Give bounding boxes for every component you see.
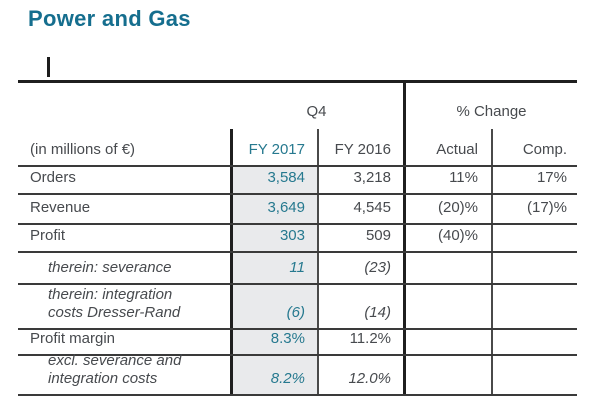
cell-label: therein: severance: [48, 259, 172, 277]
group-header-pct-change: % Change: [403, 83, 577, 129]
table-row-revenue: Revenue 3,649 4,545 (20)% (17)%: [18, 195, 577, 225]
cell-label: Profit margin: [30, 330, 116, 348]
cell-actual: [403, 285, 491, 328]
cell-fy2016: 509: [317, 225, 403, 251]
cell-fy2016: 3,218: [317, 167, 403, 193]
cell-actual: (40)%: [403, 225, 491, 251]
group-header-spacer: [18, 83, 230, 129]
cell-comp: (17)%: [491, 195, 577, 223]
col-header-comp: Comp.: [491, 129, 577, 165]
cell-fy2017: 11: [230, 253, 317, 283]
text-cursor-mark: [47, 57, 50, 77]
cell-comp: [491, 285, 577, 328]
cell-actual: [403, 330, 491, 354]
col-header-fy2017: FY 2017: [230, 129, 317, 165]
table-row-therein-severance: therein: severance 11 (23): [18, 253, 577, 285]
table-row-therein-integration-costs: therein: integration costs Dresser-Rand …: [18, 285, 577, 330]
cell-comp: [491, 330, 577, 354]
cell-actual: 11%: [403, 167, 491, 193]
table-row-excl-severance-integration: excl. severance and integration costs 8.…: [18, 351, 577, 396]
cell-comp: 17%: [491, 167, 577, 193]
cell-fy2017: 3,649: [230, 195, 317, 223]
group-header-q4: Q4: [306, 103, 327, 121]
cell-actual: [403, 356, 491, 394]
cell-label: Revenue: [30, 199, 91, 217]
cell-comp: [491, 356, 577, 394]
cell-actual: [403, 253, 491, 283]
cell-fy2016: 12.0%: [317, 356, 403, 394]
cell-label: therein: integration costs Dresser-Rand: [48, 285, 181, 322]
col-header-actual: Actual: [403, 129, 491, 165]
col-header-fy2016: FY 2016: [317, 129, 403, 165]
cell-label: Profit: [30, 227, 66, 245]
cell-label: excl. severance and integration costs: [48, 351, 182, 388]
cell-label: Orders: [30, 169, 76, 187]
cell-fy2017: 3,584: [230, 167, 317, 193]
cell-fy2016: (14): [317, 285, 403, 328]
table-group-header-row: Q4 % Change: [18, 83, 577, 129]
cell-fy2016: 4,545: [317, 195, 403, 223]
table-row-orders: Orders 3,584 3,218 11% 17%: [18, 167, 577, 195]
cell-fy2017: (6): [230, 285, 317, 328]
page-title: Power and Gas: [28, 6, 191, 31]
cell-comp: [491, 253, 577, 283]
unit-label: (in millions of €): [30, 141, 136, 159]
cell-fy2017: 8.3%: [230, 330, 317, 354]
table-row-profit-margin: Profit margin 8.3% 11.2%: [18, 330, 577, 356]
cell-fy2016: (23): [317, 253, 403, 283]
cell-fy2017: 8.2%: [230, 356, 317, 394]
cell-comp: [491, 225, 577, 251]
cell-actual: (20)%: [403, 195, 491, 223]
cell-fy2017: 303: [230, 225, 317, 251]
table-column-header-row: (in millions of €) FY 2017 FY 2016 Actua…: [18, 129, 577, 167]
financial-table: Q4 % Change (in millions of €) FY 2017 F…: [18, 80, 577, 396]
table-row-profit: Profit 303 509 (40)%: [18, 225, 577, 253]
cell-fy2016: 11.2%: [317, 330, 403, 354]
